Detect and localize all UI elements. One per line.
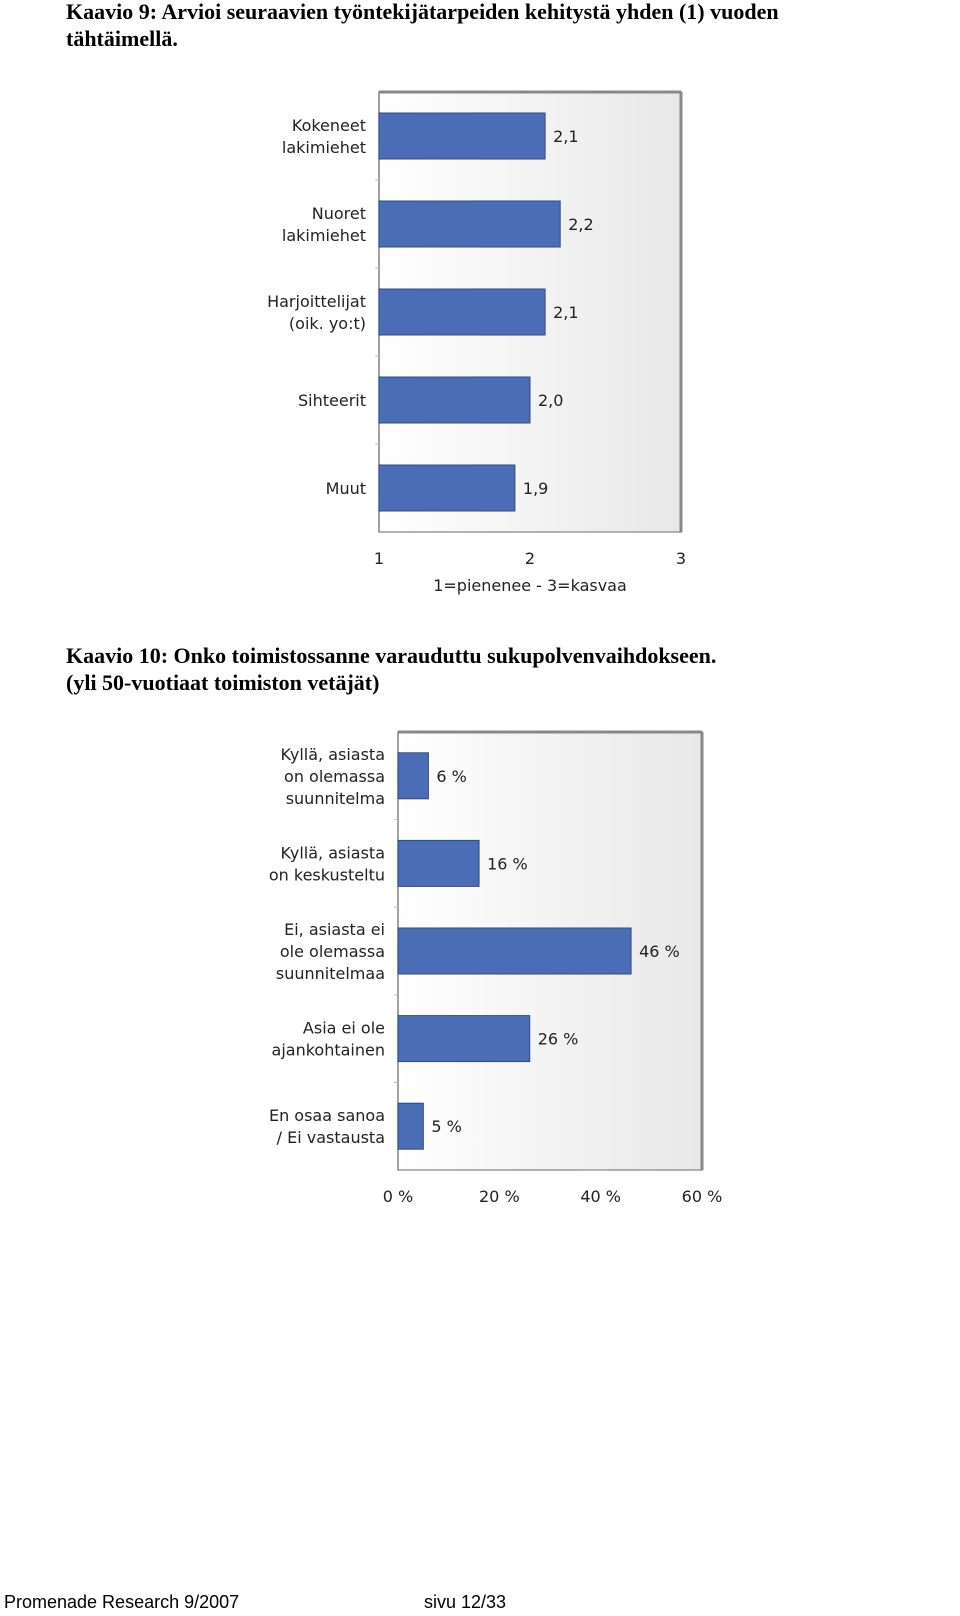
x-tick-label: 0 % — [383, 1187, 413, 1206]
data-label: 6 % — [436, 767, 466, 786]
bar — [378, 200, 561, 248]
data-label: 2,1 — [553, 303, 578, 322]
chart-1-title-line-2: tähtäimellä. — [66, 26, 178, 51]
data-label: 16 % — [487, 854, 528, 873]
data-label: 2,1 — [553, 127, 578, 146]
bar — [397, 839, 480, 887]
bar — [397, 927, 632, 975]
bar — [378, 464, 516, 512]
chart-1-title-line-1: Kaavio 9: Arvioi seuraavien työntekijäta… — [66, 0, 779, 24]
x-tick-label: 60 % — [682, 1187, 723, 1206]
category-label: Kokeneet lakimiehet — [282, 116, 366, 157]
chart-2-title-line-1: Kaavio 10: Onko toimistossanne varaudutt… — [66, 643, 717, 668]
category-label: Sihteerit — [298, 391, 366, 410]
category-label: Kyllä, asiasta on keskusteltu — [269, 843, 385, 884]
bar — [397, 1102, 424, 1150]
x-tick-label: 20 % — [479, 1187, 520, 1206]
category-label: En osaa sanoa / Ei vastausta — [269, 1106, 385, 1147]
data-label: 5 % — [431, 1117, 461, 1136]
x-tick-label: 40 % — [580, 1187, 621, 1206]
category-label: Nuoret lakimiehet — [282, 204, 366, 245]
bar — [378, 288, 546, 336]
data-label: 2,2 — [568, 215, 593, 234]
x-axis-title: 1=pienenee - 3=kasvaa — [433, 576, 627, 595]
bar — [378, 376, 531, 424]
category-label: Muut — [326, 479, 366, 498]
footer-page-number: sivu 12/33 — [424, 1592, 507, 1612]
data-label: 2,0 — [538, 391, 563, 410]
x-tick-label: 1 — [374, 549, 384, 568]
category-label: Asia ei ole ajankohtainen — [272, 1019, 385, 1060]
category-label: Kyllä, asiasta on olemassa suunnitelma — [281, 745, 385, 808]
category-label: Ei, asiasta ei ole olemassa suunnitelmaa — [276, 920, 385, 983]
data-label: 1,9 — [523, 479, 548, 498]
data-label: 46 % — [639, 942, 680, 961]
footer-publisher: Promenade Research 9/2007 — [4, 1592, 240, 1612]
bar — [378, 112, 546, 160]
chart-2-generation-change: 6 % Kyllä, asiasta on olemassa suunnitelma 1… — [269, 730, 723, 1206]
x-tick-label: 3 — [676, 549, 686, 568]
category-label: Harjoittelijat (oik. yo:t) — [267, 292, 366, 333]
chart-2-title: Kaavio 10: Onko toimistossanne varaudutt… — [66, 642, 954, 696]
bar — [397, 1015, 531, 1063]
x-tick-label: 2 — [525, 549, 535, 568]
chart-1-employee-needs: 2,1 Kokeneet lakimiehet 2,2 Nuoret lakimiehet… — [267, 90, 686, 595]
bar — [397, 752, 429, 800]
chart-1-title: Kaavio 9: Arvioi seuraavien työntekijäta… — [66, 0, 954, 52]
chart-2-title-line-2: (yli 50-vuotiaat toimiston vetäjät) — [66, 670, 380, 695]
data-label: 26 % — [538, 1030, 579, 1049]
